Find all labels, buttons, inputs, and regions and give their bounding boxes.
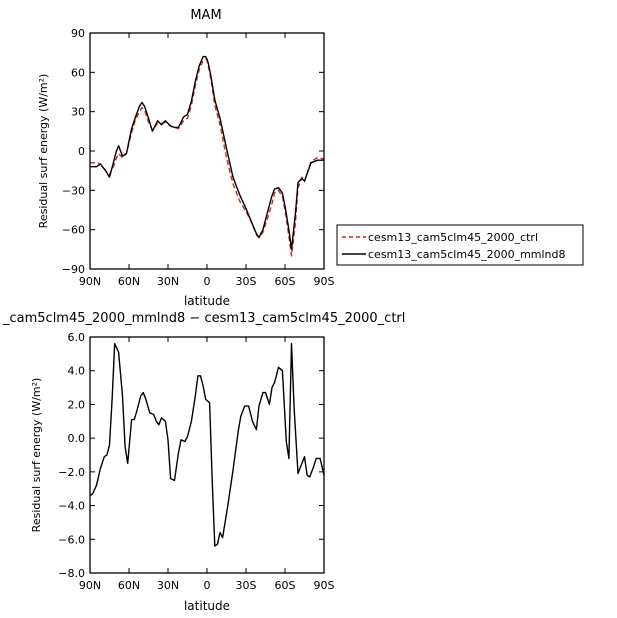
bottom-y-tick-label: −6.0: [58, 533, 85, 546]
top-y-tick-label: 30: [71, 106, 85, 119]
top-chart: MAM −90 −60 −30 0 30 60 90 90N 60N 30N 0 30S 60S 90S…: [37, 8, 335, 308]
top-x-tick-label: 60S: [275, 275, 296, 288]
top-y-axis-label: Residual surf energy (W/m²): [37, 74, 50, 229]
bottom-x-axis-label: latitude: [184, 599, 230, 613]
bottom-chart-lines: [89, 343, 325, 547]
bottom-x-tick-label: 60S: [275, 579, 296, 592]
legend-box: [336, 224, 584, 266]
bottom-y-tick-label: 0.0: [68, 432, 86, 445]
top-x-tick-label: 30N: [157, 275, 179, 288]
bottom-x-tick-label: 30S: [236, 579, 257, 592]
top-y-tick-label: 90: [71, 27, 85, 40]
bottom-y-axis-label: Residual surf energy (W/m²): [30, 378, 43, 533]
top-series-line-1: [90, 55, 324, 251]
bottom-y-ticks: −8.0 −6.0 −4.0 −2.0 0.0 2.0 4.0 6.0: [58, 331, 324, 580]
bottom-x-tick-label: 90S: [314, 579, 335, 592]
bottom-chart: _cam5clm45_2000_mmlnd8 − cesm13_cam5clm4…: [2, 311, 405, 613]
legend-label-mmlnd8: cesm13_cam5clm45_2000_mmlnd8: [368, 248, 566, 261]
top-x-ticks: 90N 60N 30N 0 30S 60S 90S: [79, 33, 335, 288]
bottom-y-tick-label: 6.0: [68, 331, 86, 344]
bottom-x-tick-label: 90N: [79, 579, 101, 592]
bottom-y-tick-label: −2.0: [58, 466, 85, 479]
bottom-y-tick-label: −4.0: [58, 500, 85, 513]
legend: cesm13_cam5clm45_2000_ctrl cesm13_cam5cl…: [336, 224, 584, 266]
bottom-y-tick-label: 4.0: [68, 365, 86, 378]
top-x-tick-label: 60N: [118, 275, 140, 288]
bottom-x-tick-label: 30N: [157, 579, 179, 592]
top-y-tick-label: −90: [62, 263, 85, 276]
top-y-tick-label: −30: [62, 184, 85, 197]
top-y-tick-label: 0: [78, 145, 85, 158]
top-x-axis-label: latitude: [184, 294, 230, 308]
bottom-y-tick-label: −8.0: [58, 567, 85, 580]
bottom-x-ticks: 90N 60N 30N 0 30S 60S 90S: [79, 337, 335, 592]
bottom-x-tick-label: 0: [204, 579, 211, 592]
bottom-y-tick-label: 2.0: [68, 398, 86, 411]
top-x-tick-label: 90N: [79, 275, 101, 288]
legend-label-ctrl: cesm13_cam5clm45_2000_ctrl: [368, 231, 538, 244]
top-x-tick-label: 0: [204, 275, 211, 288]
top-chart-lines: [90, 55, 325, 257]
bottom-series-line-0: [89, 343, 325, 547]
top-y-tick-label: 60: [71, 66, 85, 79]
top-y-ticks: −90 −60 −30 0 30 60 90: [62, 27, 324, 276]
top-x-tick-label: 30S: [236, 275, 257, 288]
top-x-tick-label: 90S: [314, 275, 335, 288]
top-chart-title: MAM: [190, 8, 221, 23]
top-y-tick-label: −60: [62, 224, 85, 237]
bottom-chart-title: _cam5clm45_2000_mmlnd8 − cesm13_cam5clm4…: [2, 311, 405, 326]
bottom-x-tick-label: 60N: [118, 579, 140, 592]
